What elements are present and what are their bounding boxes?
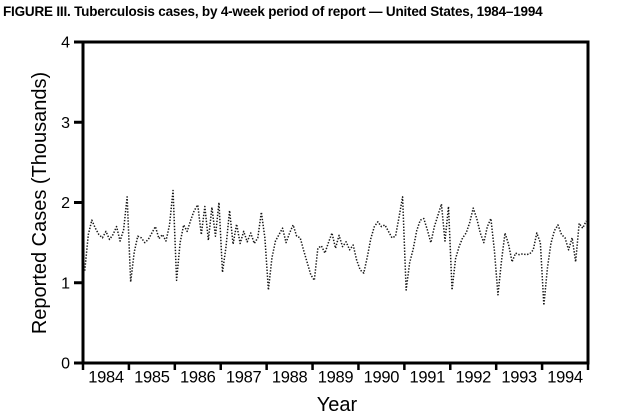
- y-tick-label: 4: [61, 35, 70, 52]
- plot-frame: [81, 40, 590, 365]
- x-tick-label: 1991: [410, 369, 446, 387]
- y-tick-label: 0: [61, 356, 70, 373]
- chart-generated: 0 1 2 3 4 1984 1985 1986 1987 1988 1989 1990 1991 199…: [61, 35, 590, 387]
- x-tick-label: 1993: [501, 369, 537, 387]
- x-tick-label: 1994: [547, 369, 583, 387]
- x-tick-label: 1989: [318, 369, 354, 387]
- y-axis-title: Reported Cases (Thousands): [29, 72, 51, 334]
- data-line: [84, 189, 587, 306]
- x-tick-label: 1990: [364, 369, 400, 387]
- y-tick-label: 2: [61, 195, 70, 212]
- y-tick-label: 1: [61, 275, 70, 292]
- x-tick-label: 1988: [272, 369, 308, 387]
- y-tick-label: 3: [61, 115, 70, 132]
- x-tick-label: 1986: [180, 369, 216, 387]
- x-tick-label: 1984: [88, 369, 124, 387]
- figure-title: FIGURE III. Tuberculosis cases, by 4-wee…: [3, 4, 543, 19]
- x-tick-label: 1987: [226, 369, 262, 387]
- x-axis-title: Year: [317, 394, 358, 416]
- x-tick-label: 1992: [455, 369, 491, 387]
- x-tick-label: 1985: [134, 369, 170, 387]
